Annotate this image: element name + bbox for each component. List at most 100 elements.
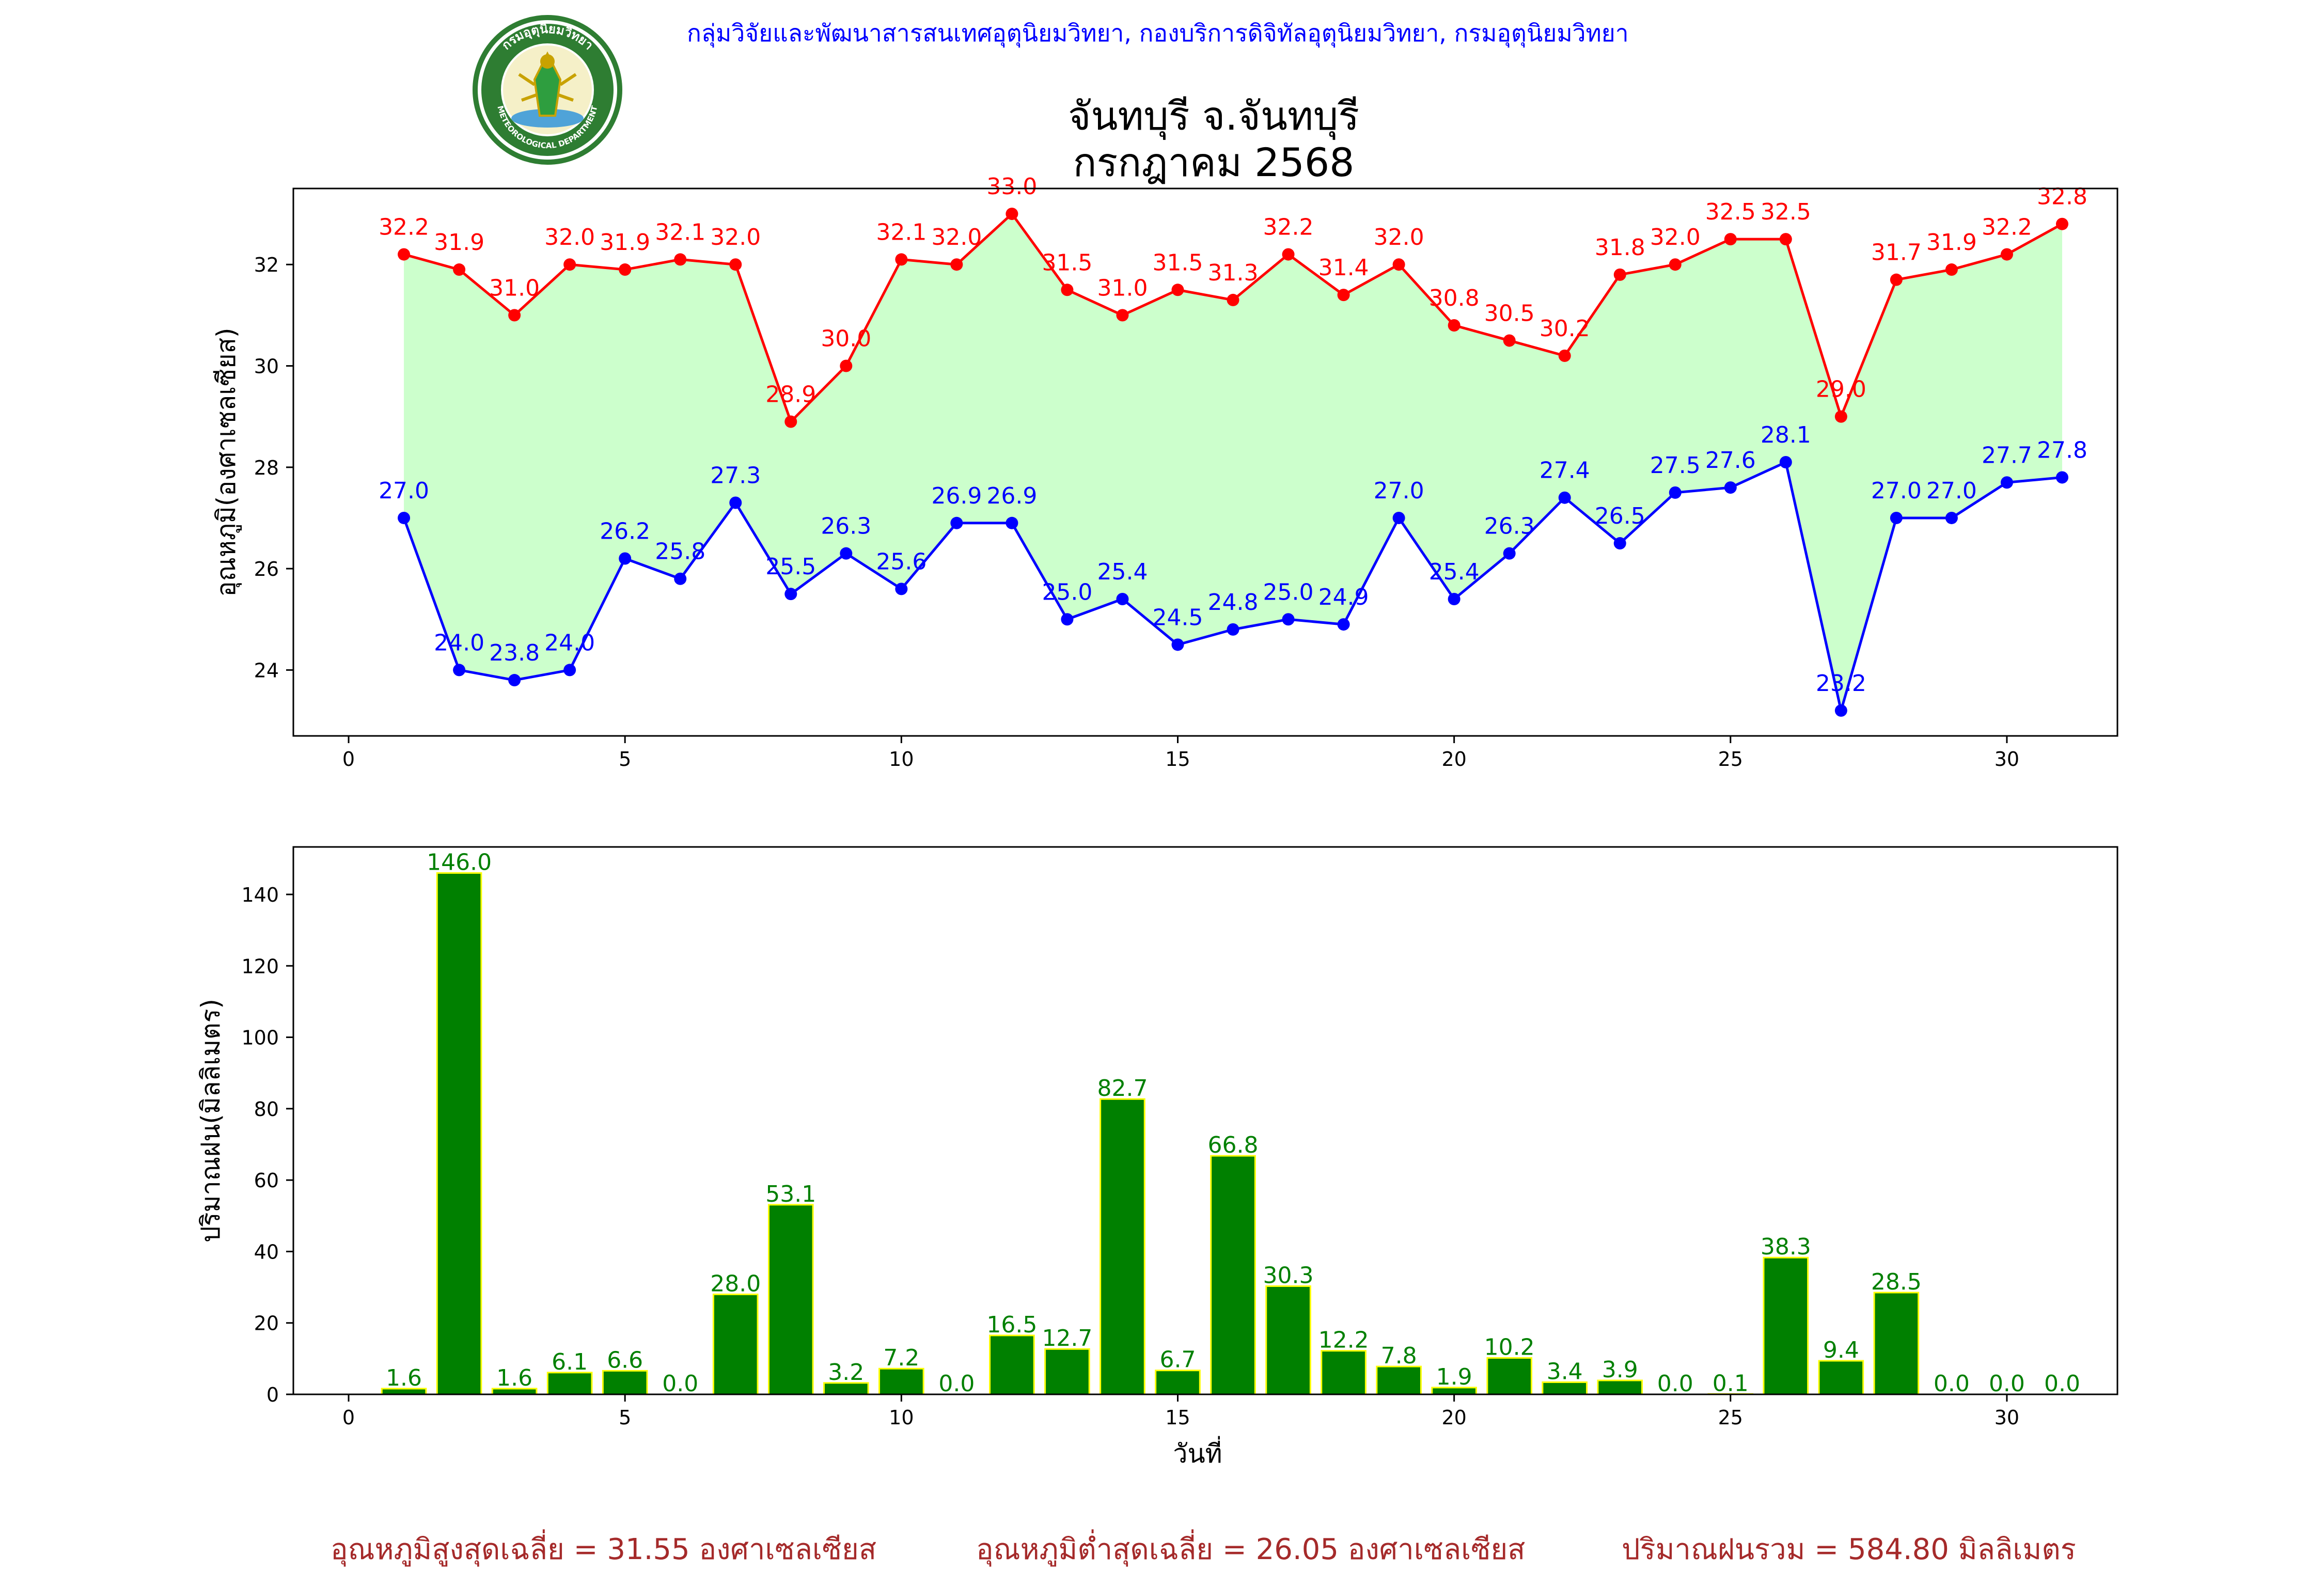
min-temp-label: 27.5	[1650, 452, 1701, 479]
max-temp-label: 32.1	[876, 219, 927, 245]
min-temp-label: 25.8	[655, 539, 705, 565]
rain-y-tick-label: 60	[254, 1169, 279, 1192]
max-temp-label: 32.2	[379, 214, 429, 241]
min-temp-label: 27.7	[1982, 442, 2032, 468]
max-temp-label: 31.5	[1042, 249, 1092, 276]
min-temp-label: 27.3	[710, 463, 761, 489]
max-temp-label: 31.0	[489, 275, 540, 301]
max-temp-point	[1171, 284, 1184, 296]
max-temp-label: 32.8	[2037, 184, 2087, 210]
rain-y-tick-label: 40	[254, 1240, 279, 1263]
rain-bar	[1044, 1348, 1090, 1395]
rain-bar	[767, 1204, 814, 1395]
rain-bar	[1155, 1370, 1201, 1395]
max-temp-point	[1392, 258, 1405, 271]
min-temp-point	[1613, 537, 1626, 550]
rain-y-tick-label: 120	[241, 955, 279, 978]
max-temp-point	[1669, 258, 1682, 271]
rain-bar-label: 6.1	[552, 1349, 588, 1375]
max-temp-point	[1061, 284, 1074, 296]
rain-y-axis-title: ปริมาณฝน(มิลลิเมตร)	[196, 999, 226, 1243]
rain-x-tick-label: 0	[342, 1406, 355, 1429]
min-temp-label: 26.2	[600, 518, 650, 544]
temp-y-axis-title: อุณหภูมิ(องศาเซลเซียส)	[211, 327, 242, 596]
max-temp-point	[1779, 233, 1792, 246]
rain-y-tick-label: 140	[241, 884, 279, 906]
max-temp-point	[840, 359, 853, 372]
min-temp-point	[1282, 613, 1295, 626]
chart-title-station: จันทบุรี จ.จันทบุรี	[1067, 93, 1360, 139]
min-temp-point	[1834, 704, 1847, 717]
min-temp-label: 26.3	[821, 513, 871, 540]
rain-bar-label: 28.5	[1871, 1269, 1922, 1295]
rain-bar-label: 16.5	[986, 1312, 1037, 1338]
temp-x-tick-label: 0	[342, 748, 355, 771]
max-temp-point	[1006, 208, 1018, 221]
max-temp-label: 31.9	[434, 229, 484, 256]
min-temp-point	[1337, 618, 1350, 631]
min-temp-label: 25.4	[1429, 559, 1480, 585]
max-temp-label: 30.2	[1540, 316, 1590, 342]
min-temp-point	[398, 511, 411, 524]
min-temp-label: 27.0	[1871, 478, 1922, 504]
min-temp-point	[950, 516, 963, 529]
max-temp-label: 33.0	[986, 174, 1037, 200]
max-temp-label: 30.0	[821, 326, 871, 352]
rain-bar	[1873, 1292, 1920, 1395]
max-temp-point	[895, 253, 908, 266]
rain-y-tick-label: 0	[266, 1384, 279, 1406]
rain-x-tick-label: 30	[1995, 1406, 2019, 1429]
max-temp-label: 31.9	[1926, 229, 1977, 256]
min-temp-label: 27.6	[1705, 447, 1756, 474]
max-temp-point	[563, 258, 576, 271]
min-temp-point	[619, 552, 632, 565]
min-temp-point	[508, 674, 521, 687]
rain-bar	[602, 1370, 648, 1395]
min-temp-point	[1669, 486, 1682, 499]
rain-x-tick-label: 5	[619, 1406, 631, 1429]
min-temp-point	[1392, 511, 1405, 524]
min-temp-point	[1448, 593, 1461, 605]
min-temp-point	[1724, 481, 1737, 494]
rain-bar	[878, 1367, 924, 1395]
agency-header: กลุ่มวิจัยและพัฒนาสารสนเทศอุตุนิยมวิทยา,…	[687, 19, 1629, 47]
temp-x-tick-label: 25	[1718, 748, 1743, 771]
min-temp-label: 25.6	[876, 548, 927, 575]
rain-bar-label: 9.4	[1823, 1337, 1859, 1363]
min-temp-point	[895, 583, 908, 595]
min-temp-point	[729, 496, 742, 509]
min-temp-label: 24.9	[1318, 584, 1369, 610]
temp-x-tick-label: 5	[619, 748, 631, 771]
rain-y-tick-label: 20	[254, 1312, 279, 1335]
rain-plot-frame	[292, 846, 2118, 1395]
rain-x-axis-title: วันที่	[1173, 1436, 1222, 1469]
max-temp-point	[2000, 248, 2013, 261]
min-temp-label: 25.0	[1263, 579, 1314, 605]
min-temp-label: 25.5	[765, 554, 816, 580]
rain-bar-label: 6.7	[1159, 1347, 1196, 1373]
min-temp-label: 25.0	[1042, 579, 1092, 605]
min-temp-point	[1061, 613, 1074, 626]
max-temp-label: 32.0	[544, 224, 595, 250]
rain-bar	[1763, 1256, 1809, 1395]
rain-bar	[1376, 1365, 1422, 1395]
max-temp-point	[398, 248, 411, 261]
temp-x-tick-label: 15	[1165, 748, 1190, 771]
rain-bar-label: 3.9	[1602, 1357, 1638, 1383]
rain-bar	[1597, 1379, 1643, 1395]
rain-y-tick-label: 100	[241, 1027, 279, 1049]
rain-bar-label: 0.1	[1713, 1370, 1749, 1396]
max-temp-point	[1282, 248, 1295, 261]
max-temp-point	[784, 415, 797, 428]
max-temp-point	[1503, 334, 1516, 347]
min-temp-point	[1945, 511, 1958, 524]
rain-bar-label: 28.0	[710, 1270, 761, 1297]
min-temp-point	[1558, 491, 1571, 504]
rain-bar-label: 30.3	[1263, 1262, 1314, 1288]
min-temp-point	[2055, 471, 2068, 484]
min-temp-label: 27.0	[1926, 478, 1977, 504]
max-temp-label: 32.1	[655, 219, 705, 245]
min-temp-point	[1116, 593, 1129, 605]
max-temp-point	[2055, 217, 2068, 230]
